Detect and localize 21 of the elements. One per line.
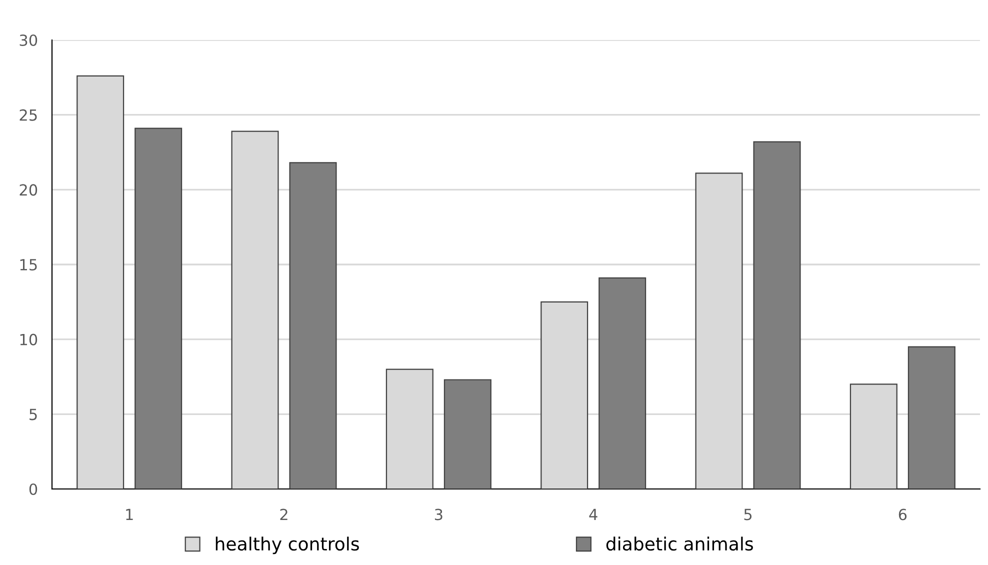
- bar: [908, 346, 956, 489]
- y-tick-label: 30: [20, 34, 38, 46]
- x-tick-label: 2: [280, 508, 288, 520]
- y-tick-label: 10: [20, 334, 38, 346]
- bar: [753, 141, 801, 489]
- y-tick-label: 20: [20, 184, 38, 196]
- legend-label: diabetic animals: [606, 536, 753, 551]
- x-tick-label: 5: [744, 508, 752, 520]
- bar: [444, 379, 492, 489]
- legend-label: healthy controls: [216, 536, 359, 554]
- x-tick-label: 6: [898, 508, 907, 520]
- y-tick-label: 25: [20, 109, 37, 121]
- y-tick-label: 5: [30, 408, 37, 420]
- y-tick-label: 0: [29, 483, 38, 496]
- bar: [598, 277, 646, 489]
- x-tick-label: 1: [126, 508, 133, 520]
- x-tick-label: 4: [589, 508, 598, 520]
- bar: [289, 162, 337, 489]
- bar: [134, 128, 182, 489]
- y-tick-label: 15: [20, 259, 37, 271]
- x-tick-label: 3: [434, 508, 442, 520]
